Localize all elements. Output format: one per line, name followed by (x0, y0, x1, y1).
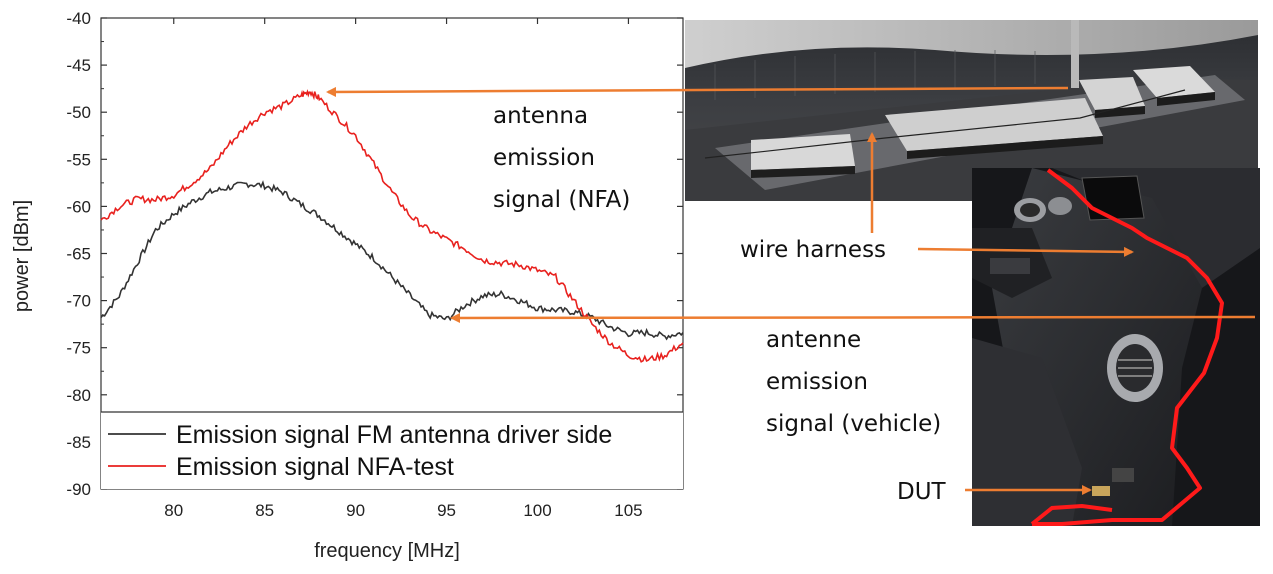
annotation-antenna-nfa: antenna emission signal (NFA) (493, 95, 630, 221)
x-axis-label: frequency [MHz] (314, 540, 460, 562)
y-tick-label: -90 (66, 480, 91, 499)
y-tick-label: -55 (66, 150, 91, 169)
nfa-test-bench-photo (685, 20, 1258, 201)
annotation-line: signal (vehicle) (766, 411, 942, 437)
legend-label: Emission signal NFA-test (176, 453, 454, 481)
annotation-line: antenne (766, 327, 862, 353)
test-bench-illustration (685, 20, 1258, 201)
legend-label: Emission signal FM antenna driver side (176, 421, 612, 449)
annotation-line: emission (766, 369, 868, 395)
y-tick-label: -80 (66, 386, 91, 405)
series-line-2 (100, 89, 684, 363)
x-tick-label: 105 (614, 501, 642, 520)
annotation-line: emission (493, 145, 595, 171)
y-tick-label: -50 (66, 103, 91, 122)
x-tick-label: 85 (255, 501, 274, 520)
y-tick-label: -65 (66, 245, 91, 264)
vehicle-interior-photo (972, 168, 1260, 526)
chart-legend: Emission signal FM antenna driver side Em… (101, 411, 683, 489)
x-tick-label: 100 (523, 501, 551, 520)
annotation-line: antenna (493, 103, 589, 129)
y-tick-label: -60 (66, 197, 91, 216)
annotation-line: signal (NFA) (493, 187, 631, 213)
y-tick-label: -85 (66, 433, 91, 452)
x-tick-label: 95 (437, 501, 456, 520)
annotation-dut: DUT (897, 479, 946, 505)
y-tick-label: -70 (66, 292, 91, 311)
y-axis-label: power [dBm] (11, 200, 33, 312)
y-tick-label: -75 (66, 339, 91, 358)
harness-trace (1032, 168, 1224, 526)
vehicle-dashboard-illustration (972, 168, 1260, 526)
y-tick-label: -40 (66, 9, 91, 28)
y-tick-label: -45 (66, 56, 91, 75)
legend-background (101, 412, 683, 489)
annotation-antenne-vehicle: antenne emission signal (vehicle) (766, 319, 941, 445)
x-tick-label: 90 (346, 501, 365, 520)
x-tick-label: 80 (164, 501, 183, 520)
annotation-wire-harness: wire harness (740, 237, 887, 263)
